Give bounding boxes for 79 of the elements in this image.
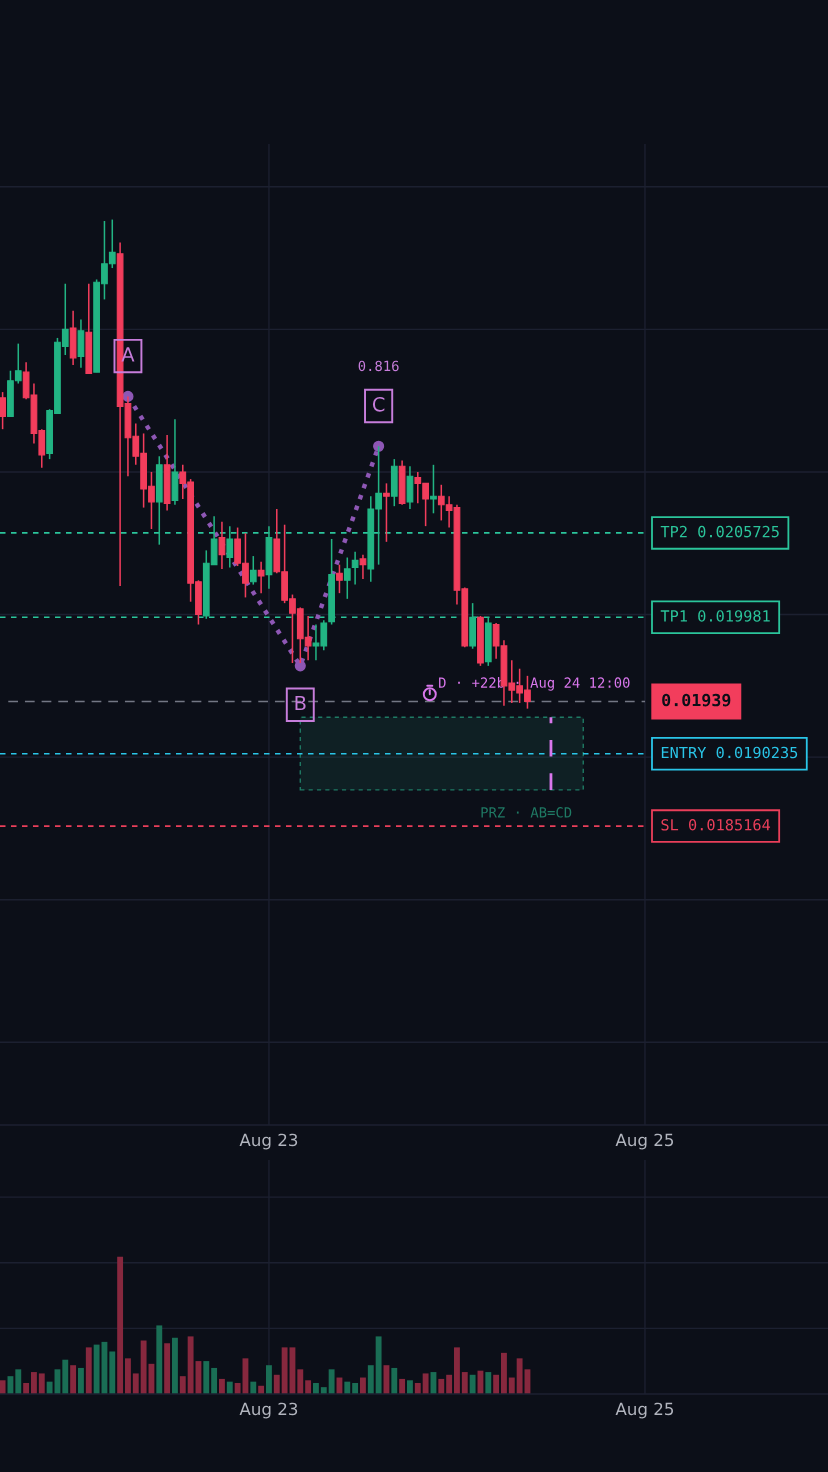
bar — [187, 1336, 194, 1394]
candlestick — [430, 464, 437, 515]
bar — [62, 1359, 69, 1394]
ref-line-label: TP2 0.0205725 — [660, 525, 779, 538]
ref-line-label: TP1 0.019981 — [660, 610, 770, 622]
x-tick-label: Aug 25 — [615, 1402, 674, 1419]
bar — [516, 1358, 523, 1394]
bar — [454, 1347, 460, 1394]
bar — [422, 1373, 429, 1394]
bar — [297, 1369, 304, 1394]
bar — [313, 1383, 319, 1394]
bar — [266, 1365, 272, 1394]
bar — [156, 1325, 163, 1394]
x-tick-label: Aug 23 — [239, 1402, 298, 1419]
bar — [125, 1358, 131, 1394]
candlestick — [249, 555, 257, 586]
bar — [46, 1381, 53, 1394]
bar — [367, 1365, 374, 1394]
band-label: PRZ · AB=CD — [481, 807, 572, 818]
bar — [305, 1380, 312, 1394]
candlestick — [226, 525, 234, 569]
bar — [493, 1374, 500, 1394]
bar — [438, 1378, 445, 1394]
candlestick — [257, 561, 265, 594]
bar — [117, 1256, 124, 1394]
candlestick — [218, 521, 226, 570]
bar — [320, 1387, 327, 1394]
annotation: 0.816 — [358, 360, 399, 372]
candlestick — [351, 551, 359, 586]
candlestick — [0, 391, 6, 430]
bar — [375, 1336, 382, 1394]
candlestick — [383, 482, 390, 543]
ref-line-label: ENTRY 0.0190235 — [661, 746, 798, 759]
bar — [328, 1369, 335, 1394]
bar — [109, 1351, 116, 1394]
bar — [399, 1378, 406, 1394]
candlestick — [343, 556, 351, 600]
bar — [485, 1372, 492, 1394]
bar — [501, 1352, 507, 1394]
bar — [469, 1374, 476, 1394]
bar — [407, 1380, 413, 1394]
bar — [281, 1347, 288, 1394]
annotation: C — [372, 396, 385, 412]
bar — [414, 1383, 421, 1394]
bar — [38, 1373, 45, 1394]
bar — [461, 1372, 468, 1394]
bar — [273, 1374, 280, 1394]
bar — [164, 1343, 171, 1394]
bar — [344, 1381, 351, 1394]
ref-line-label: 0.01939 — [662, 693, 731, 707]
bar — [360, 1377, 366, 1394]
candlestick — [336, 563, 343, 594]
bar — [140, 1340, 147, 1394]
bar — [203, 1361, 210, 1394]
bar — [219, 1378, 225, 1394]
bar — [352, 1383, 359, 1394]
x-tick-label: Aug 23 — [239, 1133, 298, 1150]
bar — [0, 1380, 6, 1394]
annotation: B — [295, 695, 306, 711]
candlestick — [359, 553, 367, 580]
bar — [179, 1376, 186, 1394]
bar — [23, 1383, 30, 1394]
bar — [391, 1367, 398, 1394]
bar — [226, 1381, 233, 1394]
bar — [508, 1377, 515, 1394]
bar — [31, 1372, 37, 1394]
ref-line-label: SL 0.0185164 — [661, 819, 771, 831]
bar — [132, 1373, 139, 1394]
bar — [211, 1367, 218, 1394]
bar — [250, 1381, 257, 1394]
bar — [15, 1369, 22, 1394]
bar — [70, 1365, 77, 1394]
bar — [234, 1383, 241, 1394]
bar — [85, 1347, 92, 1394]
bar — [446, 1374, 453, 1394]
x-tick-label: Aug 25 — [615, 1133, 674, 1150]
bar — [93, 1344, 100, 1394]
bar — [172, 1337, 178, 1394]
bar — [78, 1367, 84, 1394]
